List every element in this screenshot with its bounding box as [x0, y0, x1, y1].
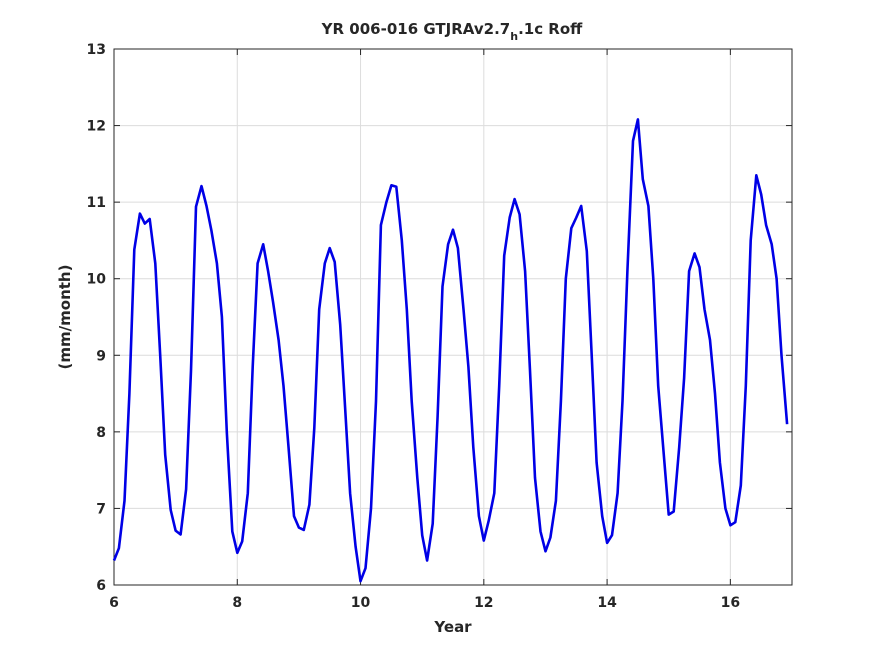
- grid: [113, 48, 792, 586]
- y-tick-label: 10: [87, 272, 107, 288]
- x-tick-label: 12: [474, 595, 493, 611]
- y-tick-label: 11: [87, 195, 106, 211]
- x-axis-label: Year: [433, 618, 472, 636]
- y-tick-label: 7: [96, 501, 106, 517]
- x-tick-label: 8: [232, 595, 242, 611]
- plot-area-frame: [113, 48, 793, 586]
- chart-title-end: .1c Roff: [518, 20, 583, 38]
- y-tick-label: 6: [96, 578, 106, 594]
- chart-title: YR 006-016 GTJRAv2.7h.1c Roff: [321, 20, 583, 43]
- x-tick-label: 6: [109, 595, 119, 611]
- y-axis-label: (mm/month): [56, 265, 74, 370]
- y-tick-label: 13: [87, 42, 106, 58]
- axis-ticks: 6 8 10 12 14 16 6 7 8 9 10 11 12 13: [87, 42, 792, 611]
- x-tick-label: 14: [597, 595, 617, 611]
- y-tick-label: 12: [87, 119, 106, 135]
- y-tick-label: 9: [96, 348, 106, 364]
- y-tick-label: 8: [96, 425, 106, 441]
- chart-title-main: YR 006-016 GTJRAv2.7: [321, 20, 511, 38]
- x-tick-label: 16: [721, 595, 740, 611]
- series-line-0: [112, 118, 789, 583]
- x-tick-label: 10: [351, 595, 371, 611]
- series-layer: [112, 118, 789, 583]
- chart-title-subscript: h: [510, 30, 518, 43]
